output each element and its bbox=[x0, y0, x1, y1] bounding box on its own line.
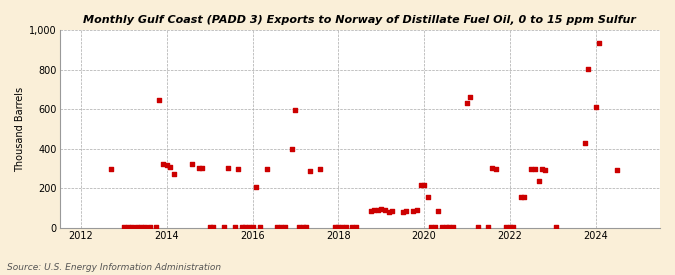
Point bbox=[194, 165, 205, 170]
Point bbox=[612, 167, 622, 172]
Point bbox=[105, 166, 116, 171]
Point bbox=[119, 225, 130, 229]
Point bbox=[329, 225, 340, 229]
Point bbox=[247, 225, 258, 229]
Point bbox=[290, 108, 301, 112]
Point bbox=[254, 225, 265, 229]
Point bbox=[287, 147, 298, 151]
Point bbox=[279, 225, 290, 229]
Point bbox=[154, 98, 165, 103]
Point bbox=[483, 225, 494, 229]
Point bbox=[127, 225, 138, 229]
Point bbox=[165, 164, 176, 169]
Point bbox=[208, 225, 219, 229]
Point bbox=[540, 167, 551, 172]
Title: Monthly Gulf Coast (PADD 3) Exports to Norway of Distillate Fuel Oil, 0 to 15 pp: Monthly Gulf Coast (PADD 3) Exports to N… bbox=[83, 15, 637, 25]
Point bbox=[250, 185, 261, 189]
Point bbox=[501, 225, 512, 229]
Point bbox=[462, 101, 472, 105]
Point bbox=[387, 209, 398, 213]
Point bbox=[336, 225, 347, 229]
Point bbox=[443, 225, 454, 229]
Point bbox=[158, 161, 169, 166]
Point bbox=[373, 208, 383, 212]
Point bbox=[347, 225, 358, 229]
Point bbox=[401, 209, 412, 213]
Point bbox=[412, 208, 423, 212]
Point bbox=[169, 171, 180, 176]
Point bbox=[351, 225, 362, 229]
Point bbox=[515, 195, 526, 199]
Point bbox=[294, 225, 304, 229]
Point bbox=[298, 225, 308, 229]
Point bbox=[379, 208, 390, 212]
Point bbox=[580, 141, 591, 145]
Point bbox=[415, 183, 426, 188]
Point bbox=[487, 165, 497, 170]
Point bbox=[197, 165, 208, 170]
Point bbox=[151, 225, 161, 229]
Point bbox=[240, 225, 250, 229]
Point bbox=[426, 225, 437, 229]
Point bbox=[340, 225, 351, 229]
Point bbox=[333, 225, 344, 229]
Point bbox=[433, 209, 443, 213]
Point bbox=[244, 225, 254, 229]
Point bbox=[186, 161, 197, 166]
Point bbox=[123, 225, 134, 229]
Point bbox=[205, 225, 215, 229]
Point bbox=[144, 225, 155, 229]
Point bbox=[236, 225, 247, 229]
Point bbox=[161, 163, 172, 167]
Point bbox=[490, 166, 501, 171]
Point bbox=[136, 225, 146, 229]
Point bbox=[315, 166, 326, 171]
Point bbox=[365, 209, 376, 213]
Point bbox=[422, 195, 433, 199]
Y-axis label: Thousand Barrels: Thousand Barrels bbox=[15, 86, 25, 172]
Point bbox=[533, 179, 544, 184]
Point bbox=[504, 225, 515, 229]
Point bbox=[408, 209, 418, 213]
Point bbox=[229, 225, 240, 229]
Point bbox=[518, 195, 529, 199]
Point bbox=[132, 225, 142, 229]
Point bbox=[272, 225, 283, 229]
Point bbox=[437, 225, 448, 229]
Point bbox=[369, 208, 379, 212]
Point bbox=[537, 166, 547, 171]
Point bbox=[261, 166, 272, 171]
Point bbox=[383, 210, 394, 214]
Point bbox=[429, 225, 440, 229]
Point bbox=[508, 225, 518, 229]
Point bbox=[440, 225, 451, 229]
Point bbox=[418, 183, 429, 188]
Point bbox=[529, 166, 540, 171]
Point bbox=[590, 105, 601, 109]
Point bbox=[376, 207, 387, 211]
Point bbox=[140, 225, 151, 229]
Point bbox=[551, 225, 562, 229]
Point bbox=[304, 168, 315, 173]
Point bbox=[583, 66, 594, 71]
Text: Source: U.S. Energy Information Administration: Source: U.S. Energy Information Administ… bbox=[7, 263, 221, 272]
Point bbox=[472, 225, 483, 229]
Point bbox=[222, 165, 233, 170]
Point bbox=[276, 225, 287, 229]
Point bbox=[398, 210, 408, 214]
Point bbox=[526, 166, 537, 171]
Point bbox=[301, 225, 312, 229]
Point bbox=[594, 41, 605, 45]
Point bbox=[233, 166, 244, 171]
Point bbox=[448, 225, 458, 229]
Point bbox=[465, 95, 476, 100]
Point bbox=[219, 225, 230, 229]
